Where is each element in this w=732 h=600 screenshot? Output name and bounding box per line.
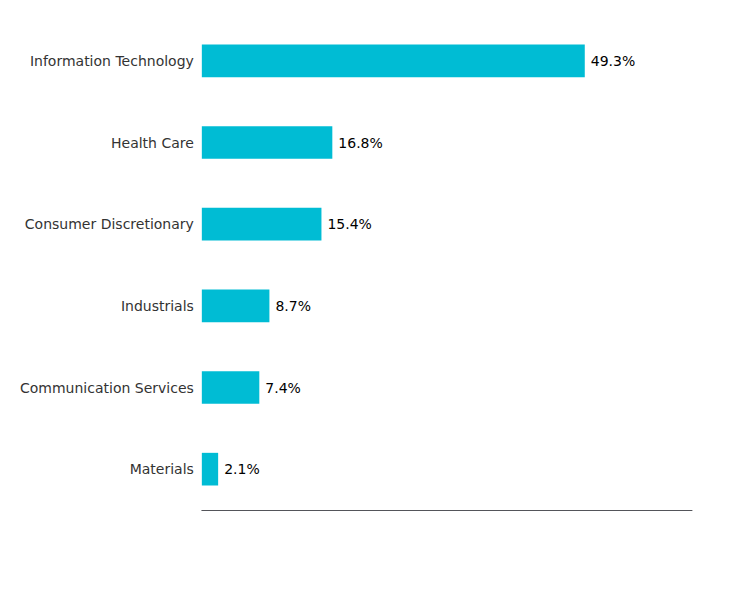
svg-text:Industrials: Industrials (121, 298, 194, 314)
svg-text:Consumer Discretionary: Consumer Discretionary (25, 216, 194, 232)
svg-text:Health Care: Health Care (111, 135, 194, 151)
svg-text:7.4%: 7.4% (265, 380, 301, 396)
svg-text:Communication Services: Communication Services (20, 380, 194, 396)
svg-text:Information Technology: Information Technology (30, 53, 194, 69)
svg-text:8.7%: 8.7% (275, 298, 311, 314)
svg-text:Materials: Materials (130, 461, 194, 477)
svg-text:2.1%: 2.1% (224, 461, 260, 477)
svg-text:49.3%: 49.3% (591, 53, 635, 69)
svg-text:15.4%: 15.4% (327, 216, 371, 232)
svg-text:16.8%: 16.8% (338, 135, 382, 151)
